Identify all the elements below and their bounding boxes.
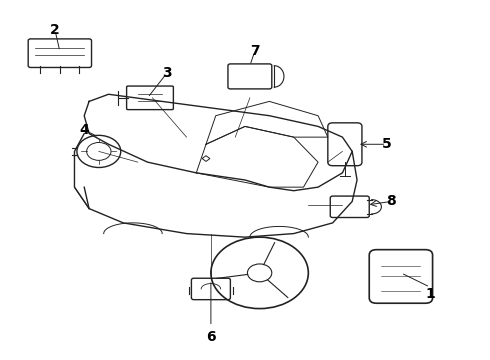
Text: 2: 2 [50, 23, 60, 37]
Text: 4: 4 [79, 123, 89, 137]
Text: 7: 7 [250, 44, 260, 58]
Text: 8: 8 [386, 194, 396, 208]
FancyBboxPatch shape [126, 86, 173, 110]
FancyBboxPatch shape [228, 64, 272, 89]
FancyBboxPatch shape [369, 249, 433, 303]
FancyBboxPatch shape [28, 39, 92, 67]
Polygon shape [202, 156, 210, 161]
FancyBboxPatch shape [328, 123, 362, 166]
Text: 6: 6 [206, 330, 216, 344]
Text: 3: 3 [162, 66, 172, 80]
FancyBboxPatch shape [330, 196, 369, 217]
Text: 5: 5 [381, 137, 391, 151]
Text: 1: 1 [425, 287, 435, 301]
FancyBboxPatch shape [192, 278, 230, 300]
